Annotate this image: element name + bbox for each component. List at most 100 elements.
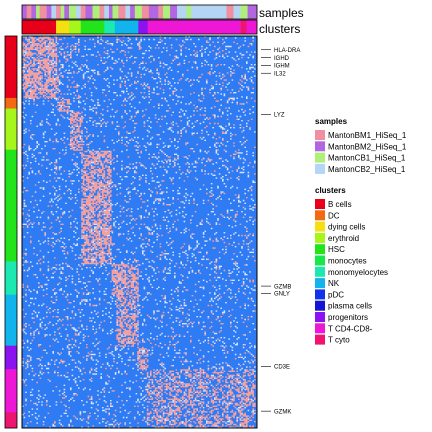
row-cluster-block [5, 36, 17, 99]
sample-block [39, 5, 47, 19]
legend-label: MantonBM2_HiSeq_1 [328, 142, 407, 151]
legend-swatch [315, 130, 325, 140]
legend-label: DC [328, 211, 340, 220]
sample-block [134, 5, 143, 19]
column-annotation-clusters [21, 19, 258, 35]
annotation-title-samples: samples [259, 6, 304, 20]
legend-label: NK [328, 279, 340, 288]
sample-block [85, 5, 93, 19]
sample-block [64, 5, 70, 19]
legend-label: plasma cells [328, 302, 372, 311]
sample-block [112, 5, 119, 19]
sample-block [130, 5, 136, 19]
sample-block [233, 5, 241, 19]
sample-block [69, 5, 77, 19]
legend-label: pDC [328, 290, 344, 299]
cluster-block [22, 20, 57, 34]
row-cluster-block [5, 97, 17, 109]
row-annotation-frame [4, 35, 18, 429]
legend-samples: samples MantonBM1_HiSeq_1 MantonBM2_HiSeq… [315, 117, 407, 174]
sample-block [186, 5, 192, 19]
sample-block [240, 5, 248, 19]
sample-block [125, 5, 131, 19]
legend-label: dying cells [328, 223, 365, 232]
sample-block [226, 5, 234, 19]
legend-label: B cells [328, 200, 352, 209]
row-cluster-block [5, 294, 17, 346]
cluster-block [69, 20, 82, 34]
legend-title: samples [315, 117, 348, 126]
gene-label: IL32 [274, 71, 286, 77]
heatmap-cells [22, 36, 256, 428]
legend-swatch [315, 266, 325, 277]
sample-block [177, 5, 187, 19]
sample-block [31, 5, 37, 19]
legend-label: T CD4-CD8- [328, 324, 373, 333]
legend-swatch [315, 289, 325, 300]
legend-label: T cyto [328, 336, 350, 345]
legend-swatch [315, 323, 325, 334]
sample-block [51, 5, 57, 19]
sample-block [163, 5, 171, 19]
gene-label: HLA-DRA [274, 48, 300, 54]
legend-swatch [315, 221, 325, 232]
legend-label: monocytes [328, 257, 367, 266]
gene-label: LYZ [274, 113, 285, 119]
sample-block [46, 5, 52, 19]
heatmap-frame [21, 35, 258, 429]
legend-clusters: clusters B cells DC dying cells erythroid HS… [315, 186, 388, 345]
sample-block [104, 5, 110, 19]
gene-label: GNLY [274, 292, 290, 298]
legend-swatch [315, 244, 325, 255]
sample-block [141, 5, 150, 19]
sample-block [22, 5, 27, 19]
sample-block [158, 5, 164, 19]
cluster-block [240, 20, 247, 34]
gene-label: GZMK [274, 409, 291, 415]
clusters-strip-frame [21, 19, 258, 35]
gene-label: GZMB [274, 284, 291, 290]
sample-block [76, 5, 82, 19]
legend-title: clusters [315, 186, 346, 195]
cluster-block [138, 20, 149, 34]
legend-swatch [315, 199, 325, 209]
legend-swatch [315, 300, 325, 311]
legend-swatch [315, 141, 325, 152]
row-annotation-clusters [4, 35, 18, 429]
sample-block [191, 5, 227, 19]
row-cluster-block [5, 412, 17, 429]
legend-swatch [315, 312, 325, 322]
sample-block [56, 5, 62, 19]
legend-label: MantonCB2_HiSeq_1 [328, 165, 406, 174]
row-cluster-block [5, 108, 17, 150]
cluster-block [104, 20, 116, 34]
cluster-block [56, 20, 70, 34]
annotation-title-clusters: clusters [259, 22, 300, 36]
row-cluster-block [5, 345, 17, 370]
legend-label: monomyelocytes [328, 268, 388, 277]
gene-label: CD3E [274, 365, 290, 371]
cluster-block [80, 20, 105, 34]
legend-label: progenitors [328, 313, 368, 322]
sample-block [92, 5, 100, 19]
sample-block [26, 5, 32, 19]
heatmap-body [21, 35, 258, 429]
column-annotation-samples [21, 4, 258, 20]
gene-label: IGHD [274, 56, 290, 62]
cluster-block [246, 20, 258, 34]
legend-swatch [315, 152, 325, 163]
row-cluster-block [5, 261, 17, 296]
row-cluster-block [5, 149, 17, 262]
gene-label: IGHM [274, 64, 290, 70]
legend-label: HSC [328, 245, 345, 254]
legend-swatch [315, 163, 325, 174]
legend-swatch [315, 232, 325, 243]
legend-swatch [315, 334, 325, 345]
sample-block [99, 5, 105, 19]
sample-block [170, 5, 178, 19]
sample-block [80, 5, 86, 19]
low-mid-expression-cells [22, 36, 256, 428]
sample-block [148, 5, 159, 19]
